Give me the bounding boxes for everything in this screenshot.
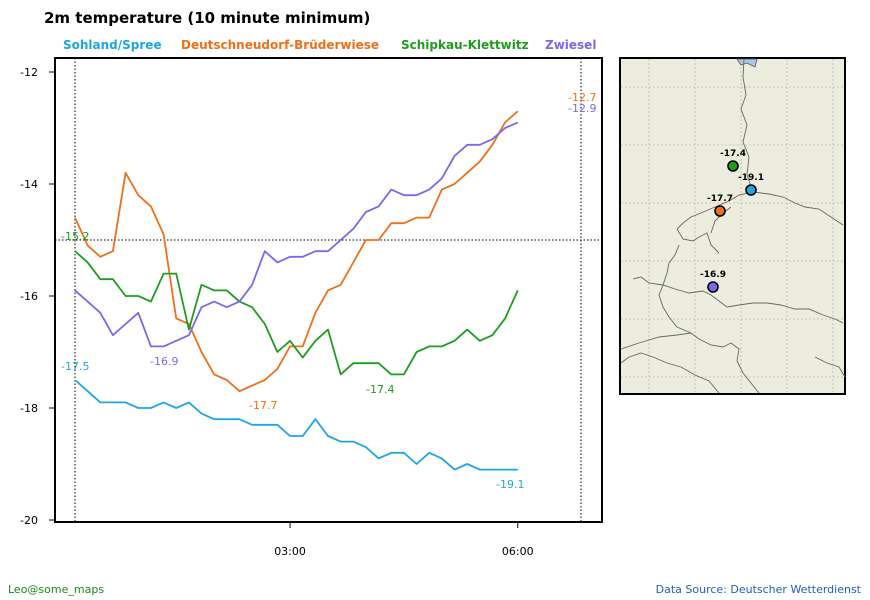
series-line-3 bbox=[74, 250, 519, 376]
station-marker-label: -19.1 bbox=[738, 173, 764, 183]
footer-data-source: Data Source: Deutscher Wetterdienst bbox=[655, 583, 861, 596]
series-line-1 bbox=[74, 379, 518, 471]
legend-item-deutschneudorf: Deutschneudorf-Brüderwiese bbox=[181, 38, 380, 52]
station-marker-label: -16.9 bbox=[700, 270, 726, 280]
station-marker bbox=[745, 184, 757, 196]
chart-title: 2m temperature (10 minute minimum) bbox=[44, 9, 371, 27]
station-marker-label: -17.4 bbox=[720, 149, 746, 159]
map-water-body bbox=[736, 58, 758, 68]
y-tick-label: -14 bbox=[20, 178, 38, 191]
y-tick-label: -16 bbox=[20, 290, 38, 303]
series-line-4 bbox=[74, 121, 519, 348]
data-label: -19.1 bbox=[496, 478, 524, 491]
data-label: -17.4 bbox=[366, 383, 394, 396]
legend-item-schipkau: Schipkau-Klettwitz bbox=[401, 38, 529, 52]
x-tick-label: 06:00 bbox=[502, 545, 534, 558]
data-label: -12.9 bbox=[568, 102, 596, 115]
map-markers: -17.4 -19.1 -17.7 -16.9 bbox=[700, 149, 764, 293]
legend-item-sohland: Sohland/Spree bbox=[63, 38, 162, 52]
station-marker bbox=[714, 205, 726, 217]
station-marker bbox=[727, 160, 739, 172]
map-background bbox=[619, 57, 846, 395]
data-label: -12.7 bbox=[568, 91, 596, 104]
footer-credit: Leo@some_maps bbox=[8, 583, 105, 596]
y-tick-label: -18 bbox=[20, 402, 38, 415]
x-tick-label: 03:00 bbox=[274, 545, 306, 558]
data-label: -17.7 bbox=[249, 399, 277, 412]
series-line-2 bbox=[74, 110, 519, 393]
data-label: -16.9 bbox=[150, 355, 178, 368]
data-label: -15.2 bbox=[61, 230, 89, 243]
data-label: -17.5 bbox=[61, 360, 89, 373]
station-map: -17.4 -19.1 -17.7 -16.9 bbox=[619, 57, 846, 395]
legend-item-zwiesel: Zwiesel bbox=[545, 38, 597, 52]
y-tick-label: -20 bbox=[20, 514, 38, 527]
y-tick-label: -12 bbox=[20, 66, 38, 79]
station-marker bbox=[707, 281, 719, 293]
station-marker-label: -17.7 bbox=[707, 194, 733, 204]
chart-layer: -12 -14 -16 -18 -20 03:00 06:00 -17.5 -19.1 -17.7… bbox=[20, 58, 602, 558]
